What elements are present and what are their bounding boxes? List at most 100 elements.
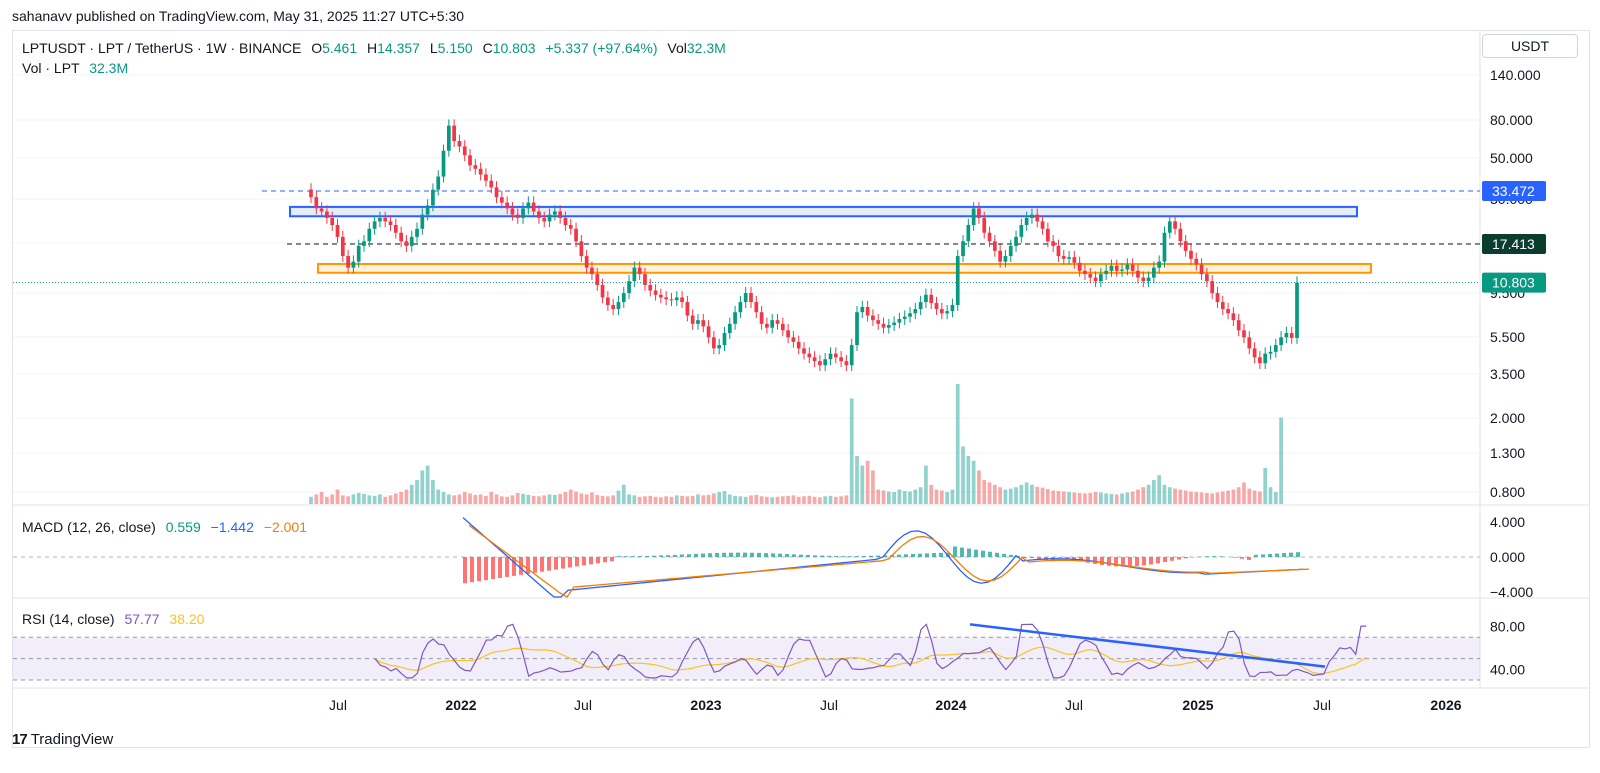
candle-body — [1236, 320, 1241, 331]
volume-bar — [1210, 493, 1215, 504]
time-tick-label: Jul — [329, 697, 347, 713]
symbol-label[interactable]: LPTUSDT · LPT / TetherUS · 1W · BINANCE — [22, 40, 302, 56]
macd-histogram-bar — [1184, 557, 1188, 559]
orange-support-zone — [317, 262, 1372, 274]
volume-bar — [1279, 417, 1283, 504]
volume-bar — [1077, 492, 1082, 504]
macd-histogram-bar — [659, 555, 663, 557]
rsi-label[interactable]: RSI (14, close) — [22, 611, 115, 627]
macd-histogram-bar — [904, 554, 908, 557]
candle-body — [547, 214, 552, 222]
vol-series-label[interactable]: Vol · LPT — [22, 60, 80, 76]
macd-label[interactable]: MACD (12, 26, close) — [22, 519, 156, 535]
candle-body — [415, 228, 419, 237]
macd-histogram-bar — [1296, 552, 1300, 557]
macd-histogram-bar — [785, 553, 789, 557]
price-tick-label: 50.000 — [1490, 150, 1533, 166]
candle-body — [563, 217, 568, 225]
candle-body — [600, 284, 605, 298]
candle-body — [1263, 353, 1268, 364]
macd-histogram-bar — [813, 555, 817, 557]
volume-bar — [659, 497, 663, 504]
candle-body — [611, 304, 616, 310]
volume-bar — [1104, 493, 1109, 504]
volume-bar — [1051, 490, 1056, 504]
price-legend: LPTUSDT · LPT / TetherUS · 1W · BINANCE … — [22, 40, 726, 56]
candle-body — [399, 232, 403, 242]
volume-bar — [542, 495, 547, 504]
candle-body — [987, 232, 992, 242]
volume-bar — [468, 493, 472, 504]
macd-histogram-bar — [1205, 556, 1209, 557]
macd-histogram-bar — [708, 553, 712, 557]
candle-body — [1289, 333, 1294, 338]
price-badge — [1482, 233, 1546, 254]
volume-bar — [1136, 489, 1140, 504]
candle-body — [590, 267, 594, 275]
candle-body — [499, 197, 504, 203]
candle-body — [796, 341, 801, 349]
candle-body — [1152, 267, 1156, 278]
candle-body — [807, 353, 812, 358]
candle-body — [955, 256, 960, 305]
candle-body — [712, 337, 716, 349]
macd-histogram-bar — [680, 554, 684, 557]
macd-histogram-bar — [771, 553, 775, 557]
time-tick-label: Jul — [1313, 697, 1331, 713]
price-badge — [1482, 180, 1546, 201]
candle-body — [356, 245, 361, 262]
volume-bar — [1157, 475, 1162, 504]
candle-body — [1045, 228, 1050, 242]
volume-bar — [950, 489, 955, 504]
volume-bar — [749, 495, 753, 504]
candle-body — [1035, 214, 1040, 222]
volume-bar — [574, 491, 578, 504]
open-value: 5.461 — [322, 40, 358, 56]
volume-bar — [362, 493, 366, 504]
macd-histogram-bar — [1149, 557, 1153, 565]
volume-bar — [436, 489, 441, 504]
macd-histogram-bar — [1093, 557, 1097, 564]
candle-body — [457, 141, 462, 147]
macd-histogram-bar — [939, 552, 943, 557]
volume-bar — [1242, 482, 1246, 504]
candle-body — [950, 304, 955, 312]
candle-body — [1008, 245, 1013, 257]
candle-body — [1030, 214, 1034, 218]
volume-bar — [1146, 484, 1151, 504]
candle-body — [791, 337, 796, 342]
volume-bar — [462, 492, 467, 504]
macd-histogram-bar — [757, 552, 761, 557]
macd-histogram-bar — [911, 553, 915, 557]
macd-histogram-bar — [1142, 557, 1146, 566]
candle-body — [1072, 257, 1077, 263]
macd-histogram-bar — [729, 552, 733, 557]
volume-bar — [1035, 486, 1040, 504]
candle-body — [616, 302, 621, 310]
candle-body — [855, 312, 859, 346]
candle-body — [478, 168, 483, 175]
candle-body — [552, 211, 557, 215]
macd-histogram-bar — [540, 557, 544, 572]
candle-body — [351, 261, 356, 268]
volume-bar — [388, 495, 393, 504]
macd-histogram-bar — [834, 555, 838, 557]
volume-bar — [886, 491, 891, 504]
candle-body — [1220, 302, 1225, 310]
candle-body — [1114, 265, 1119, 271]
candle-body — [1215, 293, 1220, 303]
macd-histogram-bar — [792, 554, 796, 557]
macd-histogram-bar — [715, 552, 719, 557]
footer-brand[interactable]: 17 TradingView — [12, 731, 113, 748]
volume-bar — [1226, 490, 1230, 504]
candle-body — [701, 320, 706, 327]
candle-body — [653, 290, 658, 295]
macd-histogram-bar — [498, 557, 502, 578]
rsi-tick-label: 40.00 — [1490, 661, 1525, 677]
volume-bar — [404, 489, 409, 504]
volume-bar — [590, 492, 594, 504]
macd-histogram-bar — [743, 552, 747, 557]
currency-button[interactable]: USDT — [1482, 34, 1578, 58]
price-tick-label: 2.000 — [1490, 410, 1525, 426]
